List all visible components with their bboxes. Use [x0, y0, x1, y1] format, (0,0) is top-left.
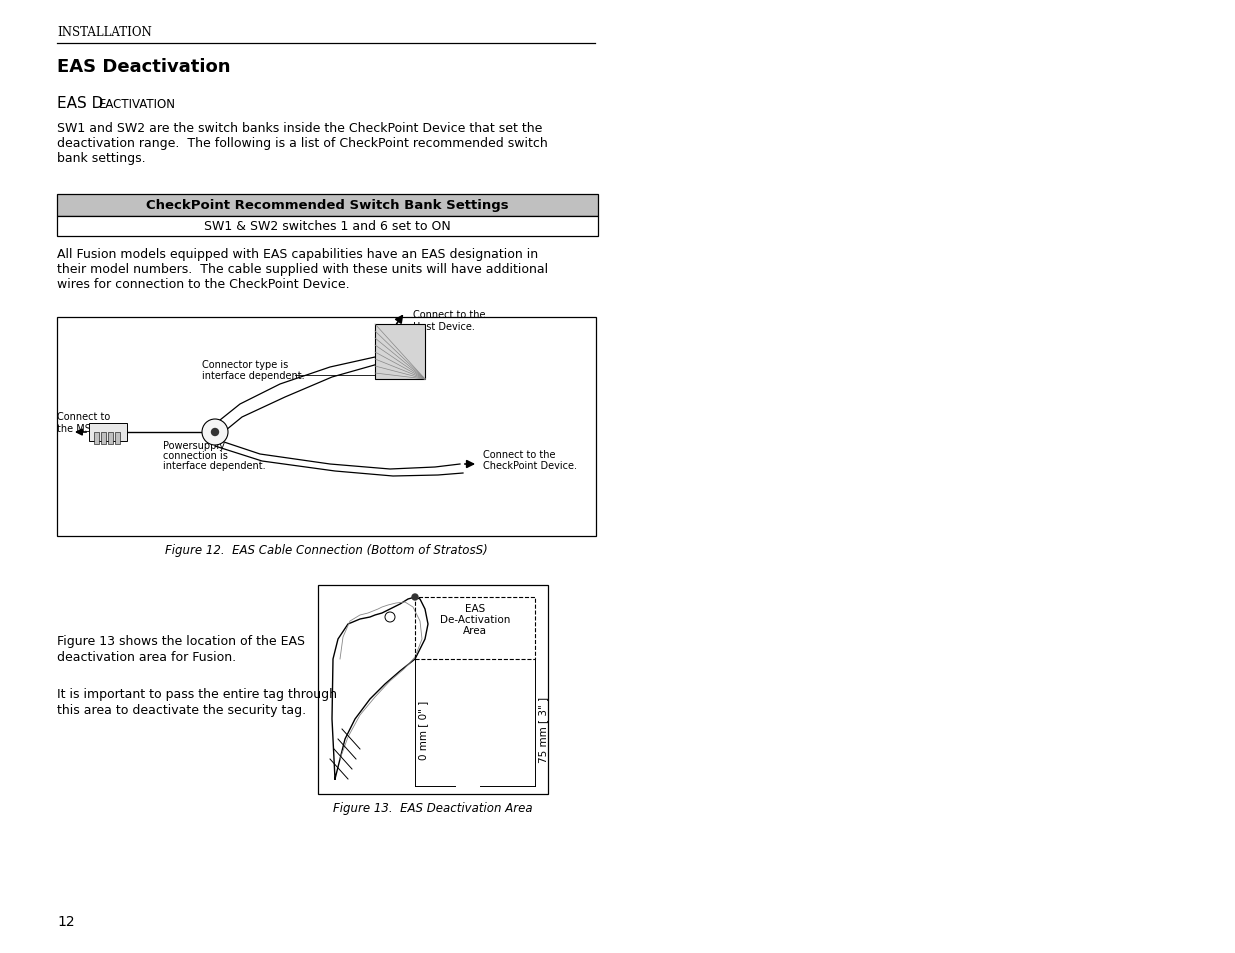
- Bar: [57, 317, 597, 537]
- Bar: [317, 585, 548, 794]
- Bar: [57, 194, 598, 216]
- Bar: [89, 423, 127, 441]
- Bar: [94, 433, 99, 444]
- Bar: [415, 598, 535, 659]
- Text: bank settings.: bank settings.: [57, 152, 146, 165]
- Bar: [57, 216, 598, 236]
- Text: wires for connection to the CheckPoint Device.: wires for connection to the CheckPoint D…: [57, 277, 350, 291]
- Circle shape: [385, 613, 395, 622]
- Text: deactivation area for Fusion.: deactivation area for Fusion.: [57, 650, 236, 663]
- Text: CheckPoint Device.: CheckPoint Device.: [483, 460, 577, 471]
- Circle shape: [412, 595, 417, 600]
- Text: 75 mm [ 3" ]: 75 mm [ 3" ]: [538, 697, 548, 762]
- Text: SW1 and SW2 are the switch banks inside the CheckPoint Device that set the: SW1 and SW2 are the switch banks inside …: [57, 122, 542, 135]
- Text: EACTIVATION: EACTIVATION: [99, 98, 177, 111]
- Text: this area to deactivate the security tag.: this area to deactivate the security tag…: [57, 703, 306, 717]
- Text: 0 mm [ 0" ]: 0 mm [ 0" ]: [417, 700, 429, 759]
- Text: Connect to: Connect to: [57, 412, 110, 421]
- Text: EAS D: EAS D: [57, 96, 104, 111]
- Text: Figure 13 shows the location of the EAS: Figure 13 shows the location of the EAS: [57, 635, 305, 647]
- Bar: [101, 433, 106, 444]
- Text: Figure 12.  EAS Cable Connection (Bottom of StratosS): Figure 12. EAS Cable Connection (Bottom …: [165, 543, 488, 557]
- Text: their model numbers.  The cable supplied with these units will have additional: their model numbers. The cable supplied …: [57, 263, 548, 275]
- Text: the MS3780: the MS3780: [57, 423, 116, 434]
- Text: Connect to the: Connect to the: [412, 310, 485, 319]
- Text: deactivation range.  The following is a list of CheckPoint recommended switch: deactivation range. The following is a l…: [57, 137, 548, 150]
- Text: connection is: connection is: [163, 451, 228, 460]
- Text: All Fusion models equipped with EAS capabilities have an EAS designation in: All Fusion models equipped with EAS capa…: [57, 248, 538, 261]
- Text: 12: 12: [57, 914, 74, 928]
- Text: Figure 13.  EAS Deactivation Area: Figure 13. EAS Deactivation Area: [333, 801, 532, 814]
- Text: Host Device.: Host Device.: [412, 322, 475, 332]
- Text: De-Activation: De-Activation: [440, 615, 510, 624]
- Text: Connect to the: Connect to the: [483, 450, 556, 459]
- Text: CheckPoint Recommended Switch Bank Settings: CheckPoint Recommended Switch Bank Setti…: [146, 199, 509, 213]
- Text: Area: Area: [463, 625, 487, 636]
- Text: It is important to pass the entire tag through: It is important to pass the entire tag t…: [57, 687, 337, 700]
- Text: EAS Deactivation: EAS Deactivation: [57, 58, 231, 76]
- Bar: [107, 433, 112, 444]
- Text: interface dependent.: interface dependent.: [163, 460, 266, 471]
- Circle shape: [211, 429, 219, 436]
- Text: interface dependent.: interface dependent.: [203, 371, 305, 380]
- Text: Powersupply: Powersupply: [163, 440, 225, 451]
- Text: Connector type is: Connector type is: [203, 359, 288, 370]
- Bar: [115, 433, 120, 444]
- Circle shape: [203, 419, 228, 446]
- Text: SW1 & SW2 switches 1 and 6 set to ON: SW1 & SW2 switches 1 and 6 set to ON: [204, 220, 451, 233]
- Text: EAS: EAS: [464, 603, 485, 614]
- Bar: [375, 325, 425, 379]
- Text: INSTALLATION: INSTALLATION: [57, 26, 152, 39]
